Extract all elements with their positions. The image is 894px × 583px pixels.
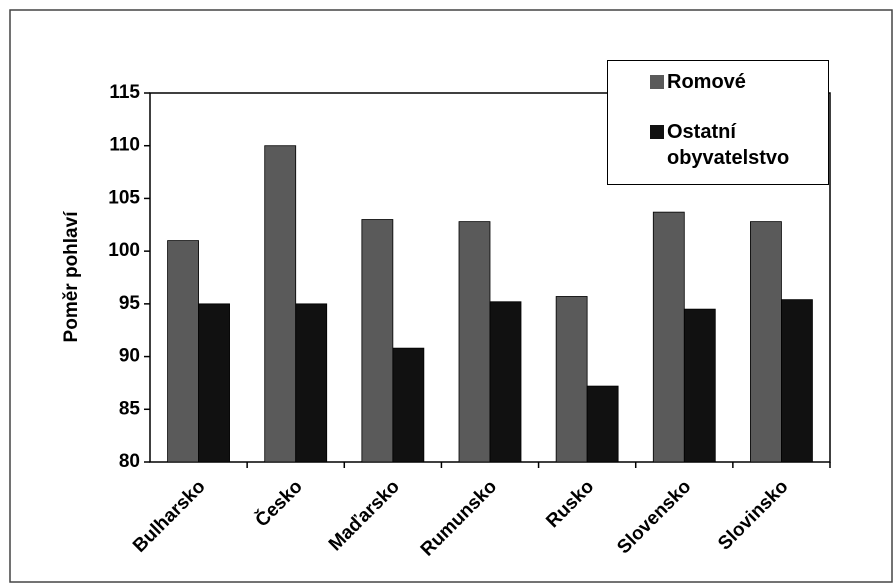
legend: Romové Ostatní obyvatelstvo [607,60,829,185]
legend-swatch [650,125,664,139]
y-tick-label: 115 [109,82,140,103]
legend-item: Ostatní obyvatelstvo [614,119,822,171]
x-tick-label: Slovensko [613,476,695,558]
y-tick-label: 85 [119,398,141,419]
bar [361,219,394,463]
legend-item: Romové [614,69,822,95]
y-tick-label: 100 [108,240,140,261]
y-tick-label: 110 [109,135,140,156]
bar [652,211,685,463]
bar [198,303,230,463]
bar [167,240,199,463]
bar [586,385,619,463]
bar [392,347,425,463]
bar [295,303,328,463]
y-axis-label: Poměr pohlaví [61,211,82,343]
bar [555,296,588,463]
bar [750,221,782,463]
bar [264,145,297,463]
y-tick-label: 95 [119,293,141,314]
x-tick-label: Bulharsko [129,476,210,557]
x-tick-label: Slovinsko [714,476,792,554]
bar [781,299,813,463]
y-tick-label: 90 [119,346,140,367]
bar [683,308,716,463]
chart-border [9,9,893,583]
x-tick-label: Maďarsko [325,476,404,555]
x-tick-label: Česko [251,476,307,532]
bar [489,301,522,463]
y-tick-label: 80 [119,451,140,472]
legend-swatch [650,75,664,89]
bar [458,221,491,463]
legend-label: Ostatní obyvatelstvo [667,121,790,169]
y-tick-label: 105 [108,187,140,208]
legend-label: Romové [667,71,746,93]
x-tick-label: Rumunsko [417,476,501,560]
x-tick-label: Rusko [542,476,598,532]
